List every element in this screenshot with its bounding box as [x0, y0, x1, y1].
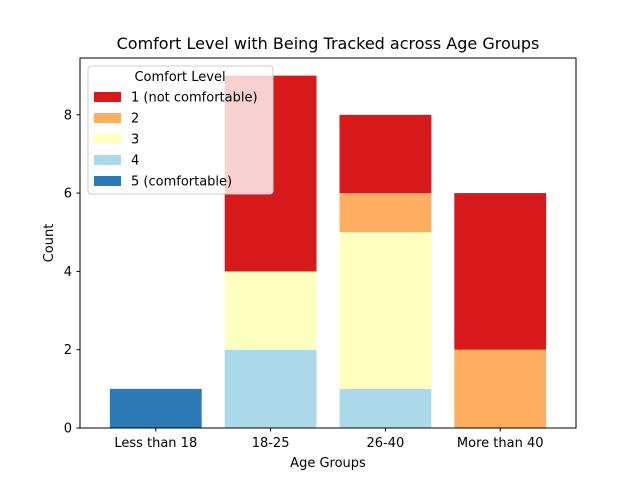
bar-more-than-40-1-not-comfortable	[454, 193, 547, 350]
y-axis: 0 2 4 6 8	[64, 108, 80, 437]
bar-26-40-3	[339, 232, 432, 389]
x-tick-label: Less than 18	[114, 436, 197, 451]
legend-label-1-not-comfortable: 1 (not comfortable)	[131, 91, 258, 106]
x-axis: Less than 18 18-25 26-40 More than 40	[114, 428, 544, 451]
bar-26-40-1-not-comfortable	[339, 114, 432, 194]
bar-26-40-2	[339, 193, 432, 233]
legend-swatch-1-not-comfortable	[94, 92, 121, 102]
y-tick-label: 4	[64, 265, 72, 280]
bar-less-than-18-5-comfortable	[109, 388, 202, 428]
legend-box	[87, 65, 274, 195]
y-tick-label: 2	[64, 343, 72, 358]
legend-title: Comfort Level	[134, 70, 225, 85]
y-tick-label: 8	[64, 108, 72, 123]
legend-swatch-5-comfortable	[94, 176, 121, 186]
bar-26-40-4	[339, 388, 432, 428]
legend: Comfort Level 1 (not comfortable) 2 3 4 5 (co…	[87, 65, 274, 195]
legend-label-4: 4	[131, 154, 139, 169]
plot-frame	[79, 57, 577, 429]
legend-swatch-4	[94, 155, 121, 165]
legend-label-3: 3	[131, 133, 139, 148]
legend-swatch-3	[94, 134, 121, 144]
y-tick-label: 6	[64, 187, 72, 202]
legend-label-5-comfortable: 5 (comfortable)	[131, 175, 232, 190]
x-tick-label: 26-40	[367, 436, 405, 451]
x-tick-label: 18-25	[252, 436, 290, 451]
y-axis-label: Count	[42, 224, 57, 263]
x-axis-label: Age Groups	[290, 456, 366, 471]
bar-18-25-3	[224, 271, 317, 350]
x-tick-label: More than 40	[457, 436, 544, 451]
chart-title: Comfort Level with Being Tracked across …	[117, 34, 540, 53]
bar-more-than-40-2	[454, 349, 547, 428]
y-tick-label: 0	[64, 422, 72, 437]
legend-label-2: 2	[131, 112, 139, 127]
legend-swatch-2	[94, 113, 121, 123]
bar-18-25-4	[224, 349, 317, 428]
